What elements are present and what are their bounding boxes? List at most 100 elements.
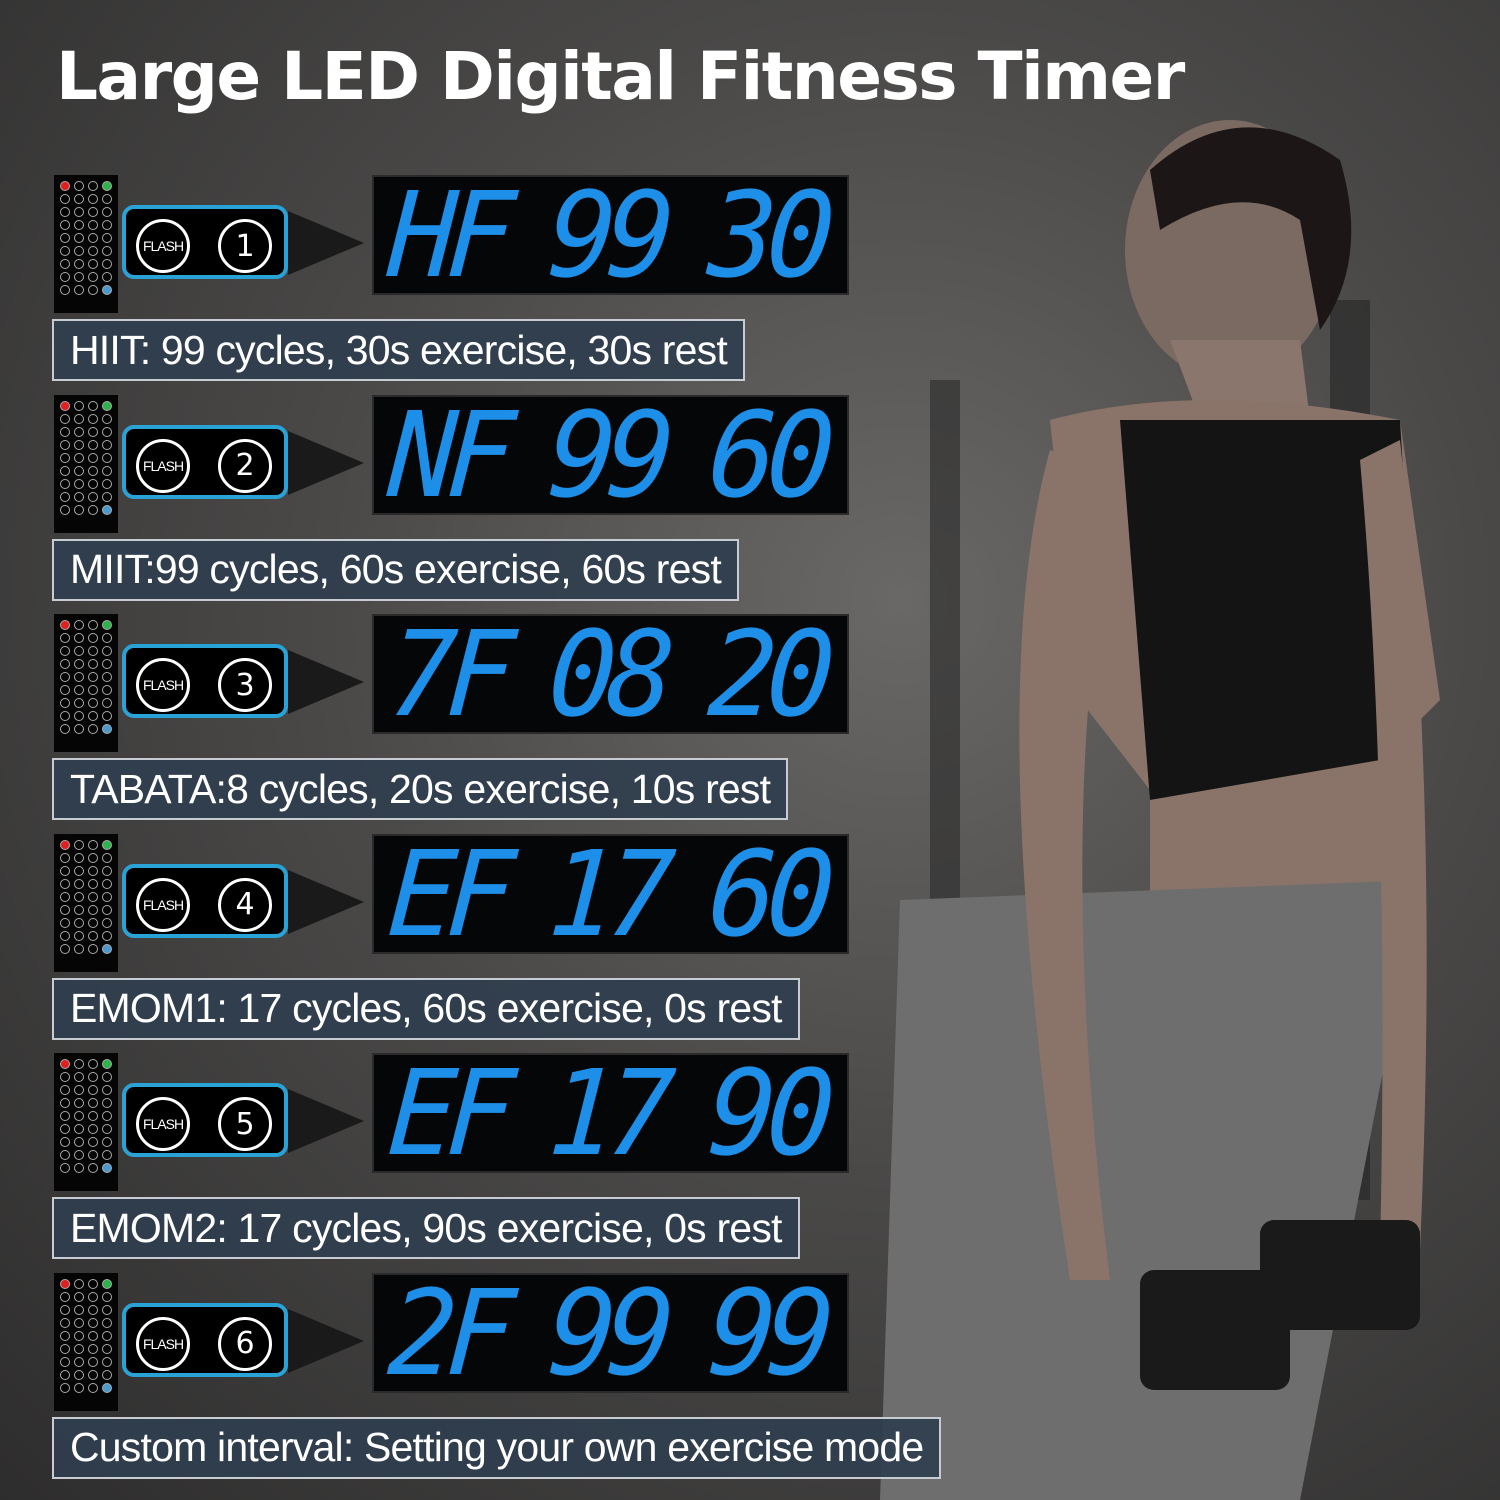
remote-button: [102, 633, 112, 643]
remote-button: [60, 646, 70, 656]
flash-button: FLASH: [136, 877, 190, 932]
arrow-icon: [288, 650, 364, 714]
remote-button: [60, 246, 70, 256]
remote-button: [74, 491, 84, 502]
remote-button: [88, 1059, 98, 1069]
remote-button: [74, 659, 84, 669]
remote-button: [102, 943, 112, 954]
remote-button: [74, 439, 84, 450]
remote-button: [88, 181, 98, 191]
remote-button: [60, 1356, 70, 1367]
button-callout: FLASH 3: [122, 644, 288, 718]
remote-button: [74, 839, 84, 850]
led-seconds: 30: [704, 166, 830, 304]
remote-button: [60, 1330, 70, 1341]
remote-button: [60, 620, 70, 630]
remote-button: [102, 1085, 112, 1095]
mode-description: HIIT: 99 cycles, 30s exercise, 30s rest: [52, 319, 745, 381]
led-mode: HF: [384, 166, 510, 304]
mode-number-button: 5: [218, 1097, 272, 1151]
remote-button: [74, 1163, 84, 1173]
led-cycles: 99: [544, 1263, 670, 1402]
button-callout: FLASH 4: [122, 863, 288, 938]
remote-button: [74, 285, 84, 295]
remote-button: [102, 1317, 112, 1328]
remote-button: [60, 207, 70, 217]
mode-row: FLASH 6 2F 99 99 Custom interval: Settin…: [0, 1263, 1500, 1492]
flash-button: FLASH: [136, 658, 190, 712]
led-cycles: 99: [544, 385, 670, 524]
mode-row: FLASH 4 EF 17 60 EMOM1: 17 cycles, 60s e…: [0, 824, 1500, 1053]
remote-button: [74, 711, 84, 721]
remote-button: [60, 194, 70, 204]
remote-button: [74, 943, 84, 954]
remote-button: [74, 1098, 84, 1108]
remote-button: [60, 1098, 70, 1108]
remote-button: [88, 439, 98, 450]
remote-button: [88, 659, 98, 669]
remote-button: [60, 891, 70, 902]
remote-button: [60, 491, 70, 502]
remote-button: [88, 646, 98, 656]
led-seconds: 90: [704, 1044, 830, 1182]
remote-button: [74, 478, 84, 489]
remote-button: [60, 839, 70, 850]
remote-button: [88, 1137, 98, 1147]
remote-button: [102, 646, 112, 656]
remote-button: [60, 930, 70, 941]
remote-button: [102, 1137, 112, 1147]
led-seconds: 99: [704, 1263, 830, 1402]
remote-button: [88, 672, 98, 682]
remote-button: [60, 285, 70, 295]
remote-button: [74, 930, 84, 941]
remote-button: [88, 478, 98, 489]
remote-button: [74, 904, 84, 915]
remote-button: [102, 930, 112, 941]
remote-button: [60, 685, 70, 695]
mode-row: FLASH 3 7F 08 20 TABATA:8 cycles, 20s ex…: [0, 605, 1500, 833]
remote-button: [102, 904, 112, 915]
button-callout: FLASH 5: [122, 1083, 288, 1157]
remote-button: [74, 685, 84, 695]
remote-button: [60, 426, 70, 437]
remote-button: [88, 943, 98, 954]
remote-button: [102, 698, 112, 708]
remote-button: [74, 1382, 84, 1393]
remote-button: [60, 1317, 70, 1328]
remote-button: [102, 659, 112, 669]
remote-button: [60, 865, 70, 876]
remote-button: [88, 1304, 98, 1315]
remote-button: [60, 181, 70, 191]
remote-button: [60, 633, 70, 643]
remote-button: [102, 465, 112, 476]
remote-button: [102, 1072, 112, 1082]
arrow-icon: [288, 1089, 364, 1153]
remote-button: [60, 1111, 70, 1121]
remote-button: [88, 1343, 98, 1354]
remote-button: [102, 1098, 112, 1108]
led-display: 7F 08 20: [372, 605, 849, 743]
remote-button: [88, 698, 98, 708]
led-display: HF 99 30: [372, 166, 849, 304]
remote-button: [88, 1163, 98, 1173]
remote-button: [60, 1369, 70, 1380]
remote-button: [74, 633, 84, 643]
flash-label: FLASH: [142, 677, 184, 693]
mode-number: 2: [235, 448, 255, 483]
remote-button: [60, 400, 70, 411]
remote-button: [88, 413, 98, 424]
remote-button: [102, 1356, 112, 1367]
led-cycles: 17: [544, 824, 670, 963]
remote-button: [102, 878, 112, 889]
remote-button: [88, 1098, 98, 1108]
remote-button: [102, 207, 112, 217]
remote-button: [102, 220, 112, 230]
remote-button: [102, 685, 112, 695]
remote-button: [60, 1072, 70, 1082]
remote-button: [74, 220, 84, 230]
remote-button: [102, 504, 112, 515]
remote-button: [88, 930, 98, 941]
remote-button: [102, 194, 112, 204]
remote-control-icon: [54, 614, 118, 752]
button-callout: FLASH 6: [122, 1302, 288, 1377]
